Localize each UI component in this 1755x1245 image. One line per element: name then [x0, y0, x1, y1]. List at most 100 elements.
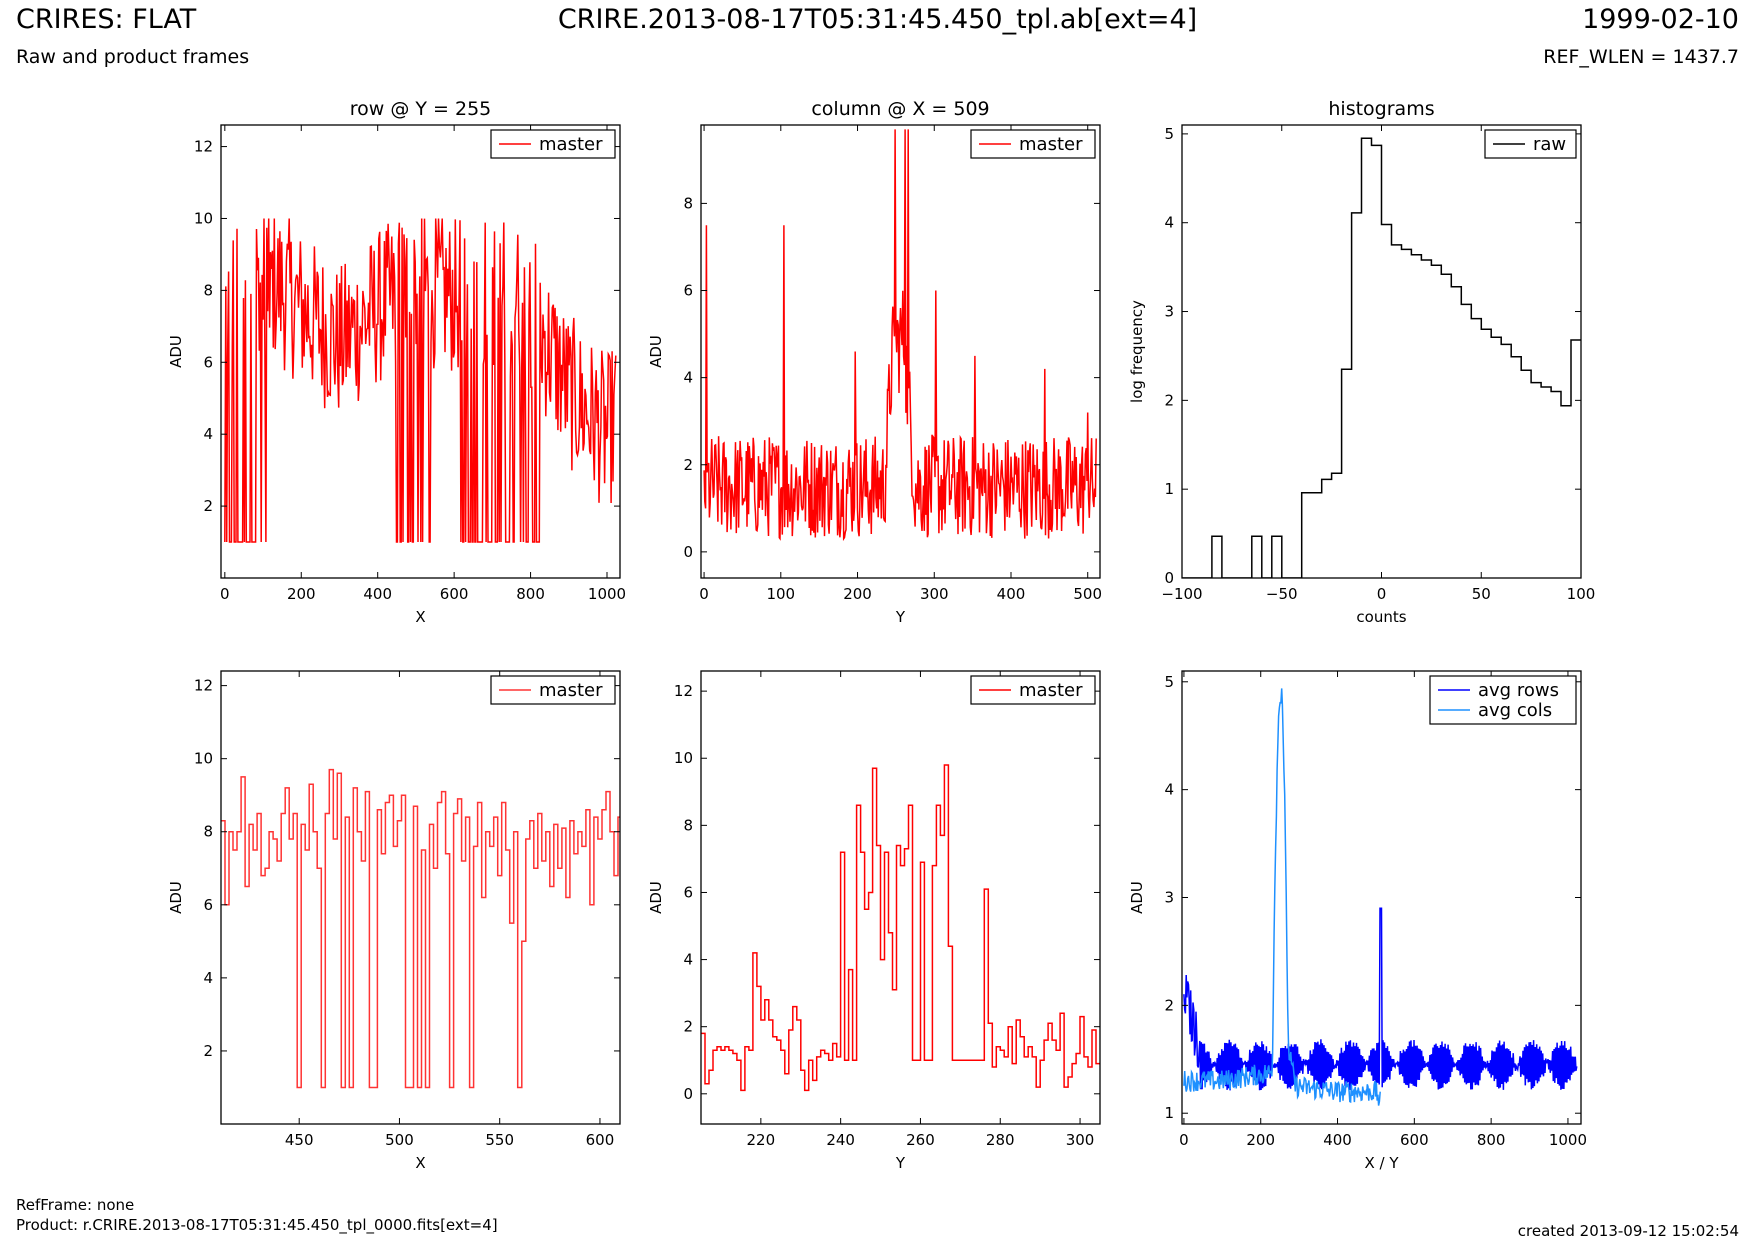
- y-tick-label: 2: [1164, 996, 1174, 1014]
- x-tick-label: −100: [1161, 585, 1202, 603]
- plot-frame: [220, 670, 621, 1125]
- x-axis-label: X: [415, 608, 425, 626]
- x-tick-label: 100: [766, 585, 795, 603]
- ref-wlen: REF_WLEN = 1437.7: [1543, 46, 1739, 68]
- x-axis-label: X / Y: [1364, 1154, 1399, 1172]
- legend: master: [490, 675, 616, 705]
- chart-panel-2: 0 100 200 300 400 500 0 2 4 6 8 column @ X = 509 Y AD…: [647, 98, 1102, 626]
- y-tick-label: 6: [203, 896, 213, 914]
- y-tick-label: 8: [203, 823, 213, 841]
- chart-panel-4: 450 500 550 600 2 4 6 8 10 12 X ADU master: [167, 670, 621, 1172]
- chart-title: histograms: [1328, 98, 1434, 120]
- x-tick-label: 450: [285, 1131, 314, 1149]
- y-tick-label: 0: [683, 1085, 693, 1103]
- y-tick-label: 6: [683, 282, 693, 300]
- x-tick-label: 800: [516, 585, 545, 603]
- chart-panel-5: 220 240 260 280 300 0 2 4 6 8 10 12 Y ADU master: [647, 670, 1101, 1172]
- y-tick-label: 1: [1164, 1104, 1174, 1122]
- y-tick-label: 8: [683, 194, 693, 212]
- x-axis-label: Y: [895, 608, 906, 626]
- y-tick-label: 2: [683, 1018, 693, 1036]
- y-axis-label: ADU: [647, 881, 665, 914]
- x-tick-label: 220: [747, 1131, 776, 1149]
- chart-panel-3: −100 −50 0 50 100 0 1 2 3 4 5 histograms counts log f…: [1128, 98, 1595, 626]
- file-name: CRIRE.2013-08-17T05:31:45.450_tpl.ab[ext…: [557, 4, 1198, 35]
- x-tick-label: 280: [986, 1131, 1015, 1149]
- x-tick-label: 400: [997, 585, 1026, 603]
- x-tick-label: 1000: [588, 585, 626, 603]
- series-line-2: [1183, 688, 1381, 1106]
- x-tick-label: 500: [385, 1131, 414, 1149]
- y-tick-label: 10: [674, 749, 693, 767]
- y-tick-label: 1: [1164, 480, 1174, 498]
- chart-panel-6: 0 200 400 600 800 1000 1 2 3 4 5 X / Y ADU avg rowsav…: [1128, 670, 1587, 1172]
- y-tick-label: 3: [1164, 889, 1174, 907]
- legend-label: master: [539, 134, 603, 155]
- x-tick-label: 0: [220, 585, 230, 603]
- x-tick-label: 600: [440, 585, 469, 603]
- x-tick-label: 1000: [1549, 1131, 1587, 1149]
- x-axis-label: X: [415, 1154, 425, 1172]
- x-tick-label: 300: [1066, 1131, 1095, 1149]
- x-tick-label: 550: [485, 1131, 514, 1149]
- series-line-1: [1182, 137, 1581, 578]
- x-tick-label: 400: [1323, 1131, 1352, 1149]
- y-tick-label: 8: [203, 281, 213, 299]
- y-tick-label: 10: [194, 750, 213, 768]
- x-tick-label: 240: [826, 1131, 855, 1149]
- product-note: Product: r.CRIRE.2013-08-17T05:31:45.450…: [16, 1216, 498, 1234]
- legend-label: avg rows: [1478, 680, 1559, 701]
- y-tick-label: 6: [203, 353, 213, 371]
- chart-title: row @ Y = 255: [350, 98, 492, 120]
- y-tick-label: 0: [683, 543, 693, 561]
- y-tick-label: 3: [1164, 303, 1174, 321]
- chart-panel-1: 0 200 400 600 800 1000 2 4 6 8 10 12 row @ Y = 255 X A…: [167, 98, 626, 626]
- plot-frame: [220, 124, 621, 579]
- x-tick-label: 500: [1073, 585, 1102, 603]
- ref-frame-note: RefFrame: none: [16, 1196, 135, 1214]
- observation-date: 1999-02-10: [1582, 4, 1739, 35]
- y-tick-label: 12: [194, 677, 213, 695]
- plot-frame: [700, 124, 1101, 579]
- page-subtitle: Raw and product frames: [16, 46, 250, 68]
- y-tick-label: 4: [203, 969, 213, 987]
- y-tick-label: 4: [203, 425, 213, 443]
- legend-label: avg cols: [1478, 700, 1552, 721]
- legend: master: [490, 129, 616, 159]
- y-tick-label: 4: [1164, 214, 1174, 232]
- x-tick-label: 260: [906, 1131, 935, 1149]
- y-axis-label: ADU: [1128, 881, 1146, 914]
- legend: master: [970, 129, 1096, 159]
- plot-frame: [700, 670, 1101, 1125]
- y-tick-label: 4: [683, 369, 693, 387]
- x-tick-label: 200: [843, 585, 872, 603]
- y-axis-label: ADU: [167, 335, 185, 368]
- y-axis-label: ADU: [167, 881, 185, 914]
- series-line-1: [703, 129, 1097, 542]
- y-tick-label: 12: [674, 682, 693, 700]
- legend-label: raw: [1533, 134, 1566, 155]
- y-axis-label: ADU: [647, 335, 665, 368]
- x-tick-label: 0: [1179, 1131, 1189, 1149]
- y-tick-label: 5: [1164, 673, 1174, 691]
- x-tick-label: 300: [920, 585, 949, 603]
- y-tick-label: 5: [1164, 125, 1174, 143]
- x-axis-label: Y: [895, 1154, 906, 1172]
- y-tick-label: 4: [1164, 781, 1174, 799]
- y-tick-label: 0: [1164, 569, 1174, 587]
- x-tick-label: 200: [287, 585, 316, 603]
- chart-title: column @ X = 509: [811, 98, 989, 120]
- page-title: CRIRES: FLAT: [16, 4, 197, 35]
- x-tick-label: 600: [586, 1131, 615, 1149]
- x-tick-label: 800: [1477, 1131, 1506, 1149]
- series-line-1: [221, 768, 620, 1089]
- y-tick-label: 10: [194, 209, 213, 227]
- legend-label: master: [1019, 134, 1083, 155]
- y-tick-label: 8: [683, 816, 693, 834]
- legend-label: master: [1019, 680, 1083, 701]
- y-tick-label: 2: [203, 1042, 213, 1060]
- x-tick-label: 0: [699, 585, 709, 603]
- legend: master: [970, 675, 1096, 705]
